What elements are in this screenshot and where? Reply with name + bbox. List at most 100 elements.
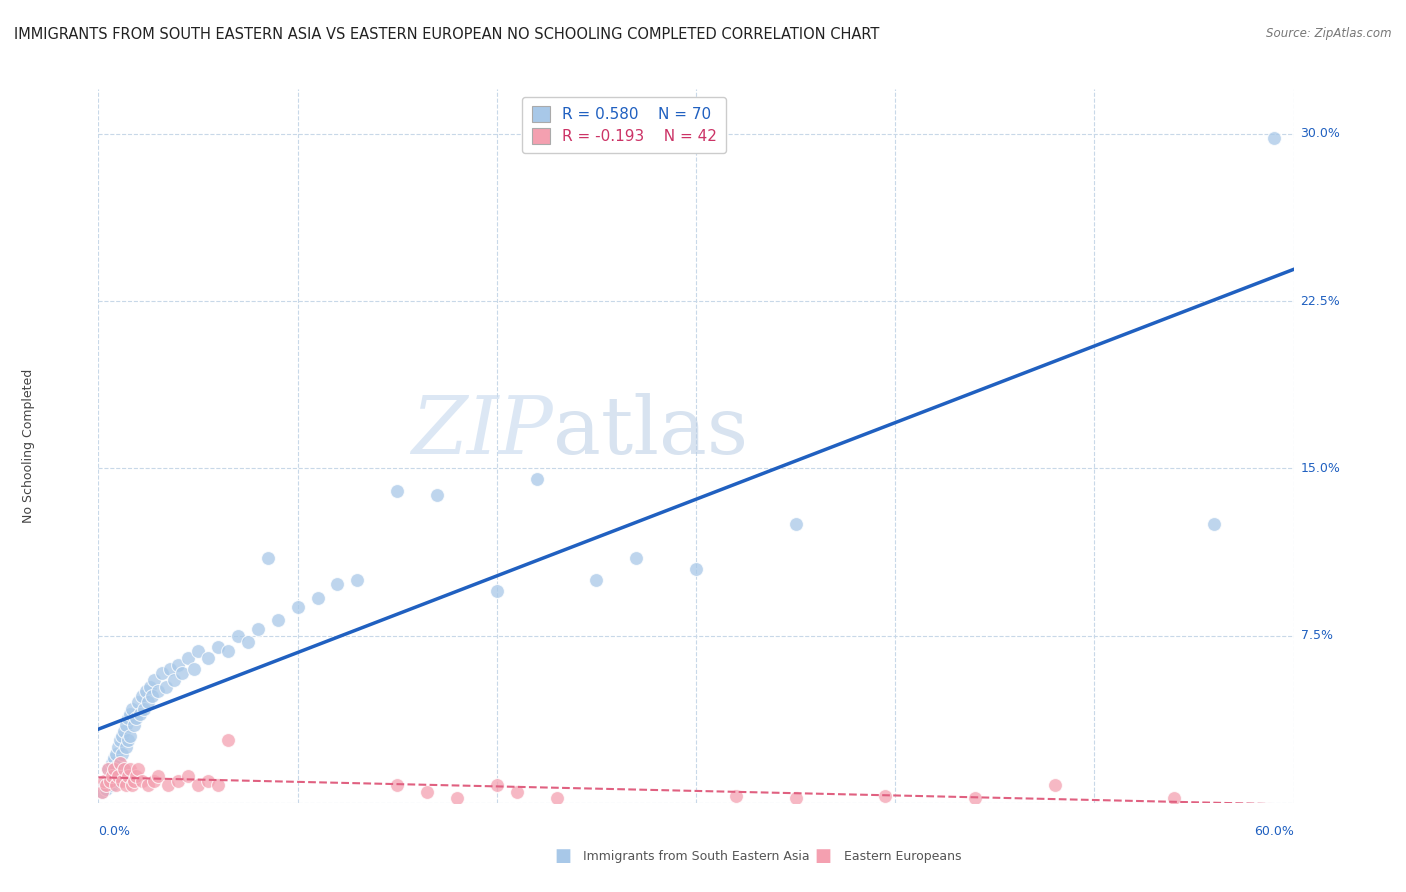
Point xyxy=(256,550,278,565)
Text: No Schooling Completed: No Schooling Completed xyxy=(21,369,35,523)
Point xyxy=(167,657,190,672)
Point xyxy=(120,706,142,721)
Point xyxy=(1043,778,1066,792)
Point xyxy=(115,717,138,731)
Point xyxy=(1202,517,1225,532)
Point xyxy=(236,635,259,649)
Point xyxy=(155,680,177,694)
Text: IMMIGRANTS FROM SOUTH EASTERN ASIA VS EASTERN EUROPEAN NO SCHOOLING COMPLETED CO: IMMIGRANTS FROM SOUTH EASTERN ASIA VS EA… xyxy=(14,27,879,42)
Point xyxy=(97,762,120,776)
Point xyxy=(121,778,143,792)
Point xyxy=(187,644,209,658)
Point xyxy=(139,680,162,694)
Text: 15.0%: 15.0% xyxy=(1301,462,1340,475)
Point xyxy=(385,483,409,498)
Point xyxy=(120,762,142,776)
Point xyxy=(131,689,153,703)
Point xyxy=(724,789,747,803)
Point xyxy=(117,711,139,725)
Point xyxy=(111,729,134,743)
Point xyxy=(136,778,159,792)
Point xyxy=(110,756,132,770)
Point xyxy=(115,740,138,755)
Text: ■: ■ xyxy=(814,847,831,865)
Point xyxy=(267,613,290,627)
Point xyxy=(107,740,129,755)
Point xyxy=(91,785,114,799)
Text: Source: ZipAtlas.com: Source: ZipAtlas.com xyxy=(1267,27,1392,40)
Point xyxy=(96,778,118,792)
Text: atlas: atlas xyxy=(553,392,748,471)
Point xyxy=(117,769,139,783)
Point xyxy=(98,769,122,783)
Point xyxy=(121,702,143,716)
Point xyxy=(485,778,508,792)
Point xyxy=(326,577,349,591)
Point xyxy=(197,773,219,788)
Point xyxy=(103,751,125,765)
Text: 30.0%: 30.0% xyxy=(1301,128,1340,140)
Point xyxy=(111,747,134,761)
Point xyxy=(875,789,897,803)
Text: Immigrants from South Eastern Asia: Immigrants from South Eastern Asia xyxy=(583,850,810,863)
Point xyxy=(141,689,163,703)
Point xyxy=(167,773,190,788)
Point xyxy=(148,684,170,698)
Point xyxy=(105,778,128,792)
Point xyxy=(187,778,209,792)
Point xyxy=(287,599,309,614)
Point xyxy=(143,673,166,687)
Text: ■: ■ xyxy=(554,847,571,865)
Point xyxy=(177,769,200,783)
Point xyxy=(217,644,239,658)
Point xyxy=(506,785,529,799)
Point xyxy=(134,702,156,716)
Point xyxy=(485,583,508,598)
Point xyxy=(963,791,986,805)
Point xyxy=(585,573,607,587)
Point xyxy=(103,762,125,776)
Point xyxy=(117,733,139,747)
Text: 7.5%: 7.5% xyxy=(1301,629,1333,642)
Point xyxy=(103,764,125,779)
Point xyxy=(107,773,129,788)
Point xyxy=(172,666,194,681)
Point xyxy=(1163,791,1185,805)
Point xyxy=(136,696,159,710)
Point xyxy=(246,622,269,636)
Point xyxy=(105,747,128,761)
Point xyxy=(125,769,148,783)
Point xyxy=(163,673,186,687)
Point xyxy=(97,773,120,788)
Point xyxy=(93,778,115,792)
Text: 0.0%: 0.0% xyxy=(98,825,131,838)
Point xyxy=(685,562,707,576)
Point xyxy=(217,733,239,747)
Point xyxy=(785,791,807,805)
Text: 60.0%: 60.0% xyxy=(1254,825,1294,838)
Point xyxy=(426,488,449,502)
Point xyxy=(416,785,439,799)
Point xyxy=(307,591,329,605)
Point xyxy=(101,756,124,770)
Point xyxy=(157,778,180,792)
Point xyxy=(226,628,249,642)
Point xyxy=(124,717,146,731)
Point xyxy=(346,573,368,587)
Point xyxy=(125,711,148,725)
Point xyxy=(546,791,568,805)
Point xyxy=(143,773,166,788)
Text: ZIP: ZIP xyxy=(411,393,553,470)
Point xyxy=(97,762,120,776)
Text: Eastern Europeans: Eastern Europeans xyxy=(844,850,962,863)
Point xyxy=(98,773,122,788)
Point xyxy=(131,773,153,788)
Point xyxy=(127,696,149,710)
Point xyxy=(624,550,647,565)
Point xyxy=(110,756,132,770)
Point xyxy=(91,785,114,799)
Point xyxy=(148,769,170,783)
Point xyxy=(207,778,229,792)
Point xyxy=(112,724,135,739)
Point xyxy=(112,762,135,776)
